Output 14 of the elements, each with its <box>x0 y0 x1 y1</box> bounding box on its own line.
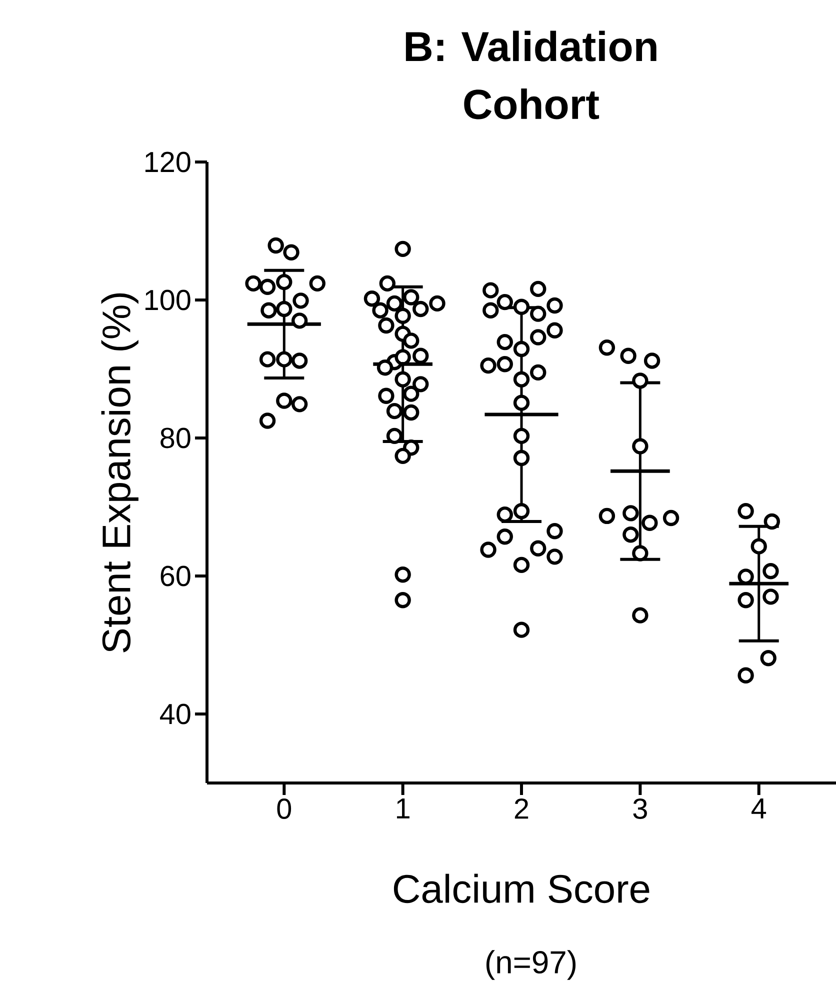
x-tick-label: 2 <box>514 798 528 819</box>
x-tick-label: 4 <box>751 798 766 818</box>
chart-title: B: Validation Cohort <box>406 30 656 120</box>
y-tick-label: 120 <box>145 152 190 172</box>
y-tick-label: 60 <box>160 566 190 586</box>
y-tick-label: 40 <box>160 704 190 724</box>
y-axis-title: Stent Expansion (%) <box>101 293 138 652</box>
text: (n=97) <box>486 950 576 980</box>
y-tick-label: 100 <box>145 290 190 310</box>
x-tick-label: 1 <box>396 798 410 818</box>
x-axis-title: Calcium Score <box>394 874 650 904</box>
x-tick-label: 3 <box>633 798 647 819</box>
x-tick-label: 0 <box>277 798 292 819</box>
y-tick-label: 80 <box>160 428 190 448</box>
